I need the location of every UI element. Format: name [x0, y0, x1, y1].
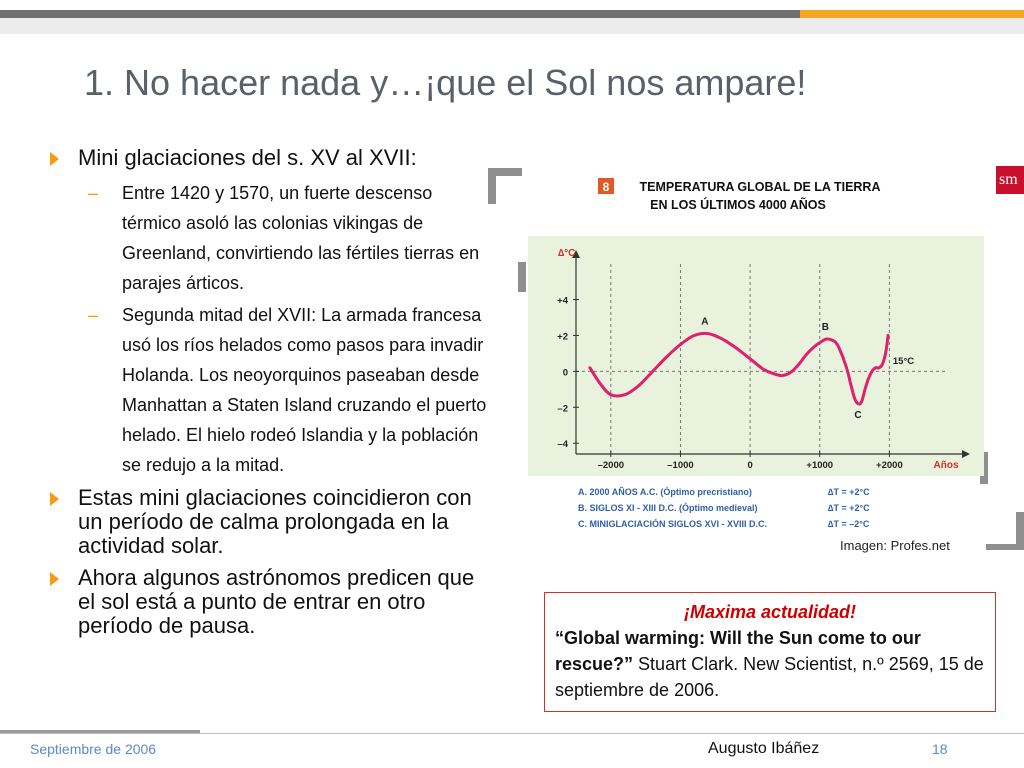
chart-title-line1: TEMPERATURA GLOBAL DE LA TIERRA — [640, 180, 881, 194]
sub-bullet-item: – Segunda mitad del XVII: La armada fran… — [48, 300, 496, 480]
legend-value: ∆T = –2°C — [828, 519, 870, 529]
bullet-item: Mini glaciaciones del s. XV al XVII: — [48, 146, 496, 170]
bullet-arrow-icon — [50, 492, 59, 506]
temperature-chart: 8 TEMPERATURA GLOBAL DE LA TIERRA EN LOS Ú… — [528, 170, 984, 538]
footer-date: Septiembre de 2006 — [30, 741, 157, 757]
frame-corner-top — [488, 168, 522, 176]
callout-box: ¡Maxima actualidad! “Global warming: Wil… — [544, 592, 996, 712]
top-bar-orange — [800, 10, 1024, 18]
dash-icon: – — [88, 183, 99, 203]
x-axis-arrow — [962, 450, 970, 458]
legend-label: C. MINIGLACIACIÓN SIGLOS XVI - XVIII D.C… — [578, 518, 767, 529]
x-tick-label: –2000 — [598, 460, 624, 471]
frame-corner-bottom — [986, 544, 1024, 550]
y-tick-label: +4 — [557, 296, 569, 307]
footer-accent-bar — [0, 730, 200, 734]
bullet-item: Estas mini glaciaciones coincidieron con… — [48, 486, 496, 558]
temperature-curve — [588, 331, 890, 406]
page-number: 18 — [932, 741, 948, 757]
bullet-text: Mini glaciaciones del s. XV al XVII: — [78, 145, 417, 170]
legend-label: B. SIGLOS XI - XIII D.C. (Óptimo medieva… — [578, 502, 758, 513]
sub-bullet-text: Segunda mitad del XVII: La armada france… — [122, 305, 487, 475]
y-tick-label: 0 — [563, 367, 568, 378]
y-axis-label: ∆°C — [558, 248, 575, 259]
publisher-logo: sm — [996, 166, 1024, 194]
curve-annotation: A — [701, 317, 708, 328]
callout-source: Stuart Clark. New Scientist, n.º 2569, 1… — [555, 654, 984, 700]
frame-corner-left — [518, 262, 526, 292]
top-bar-light — [0, 18, 1024, 34]
footer-divider — [0, 733, 1024, 734]
callout-body: “Global warming: Will the Sun come to ou… — [555, 625, 985, 703]
bullet-arrow-icon — [50, 572, 59, 586]
x-tick-label: +2000 — [876, 460, 903, 471]
reference-label: 15°C — [893, 356, 914, 367]
y-tick-label: –4 — [557, 439, 568, 450]
chart-badge — [598, 178, 614, 194]
y-axis-arrow — [572, 250, 580, 258]
callout-quote-title: “Global warming: Will the Sun come to ou… — [555, 628, 921, 674]
sub-bullet-item: – Entre 1420 y 1570, un fuerte descenso … — [48, 178, 496, 298]
x-tick-label: 0 — [747, 460, 752, 471]
sub-bullet-text: Entre 1420 y 1570, un fuerte descenso té… — [122, 183, 480, 293]
bullet-text: Estas mini glaciaciones coincidieron con… — [78, 485, 472, 558]
x-tick-label: –1000 — [667, 460, 693, 471]
chart-title-line2: EN LOS ÚLTIMOS 4000 AÑOS — [650, 197, 826, 212]
frame-corner-top-side — [488, 168, 496, 204]
image-credit: Imagen: Profes.net — [840, 538, 950, 553]
legend-value: ∆T = +2°C — [828, 487, 870, 497]
y-tick-label: +2 — [557, 331, 568, 342]
legend-value: ∆T = +2°C — [828, 503, 870, 513]
legend-label: A. 2000 AÑOS A.C. (Óptimo precristiano) — [578, 486, 752, 497]
bullet-text: Ahora algunos astrónomos predicen que el… — [78, 565, 475, 638]
curve-annotation: B — [822, 322, 829, 333]
chart-badge-number: 8 — [603, 180, 610, 194]
plot-background — [528, 236, 984, 476]
x-tick-label: +1000 — [806, 460, 833, 471]
bullet-list: Mini glaciaciones del s. XV al XVII: – E… — [48, 146, 496, 646]
chart-svg: 8 TEMPERATURA GLOBAL DE LA TIERRA EN LOS Ú… — [528, 178, 984, 529]
callout-headline: ¡Maxima actualidad! — [683, 602, 857, 622]
frame-corner-right — [980, 452, 988, 484]
y-tick-label: –2 — [557, 403, 568, 414]
frame-corner-bottom-side — [1016, 512, 1024, 550]
top-bar-gray — [0, 10, 800, 18]
footer-author: Augusto Ibáñez — [708, 740, 820, 757]
bullet-arrow-icon — [50, 152, 59, 166]
curve-annotation: C — [854, 410, 861, 421]
x-axis-label: Años — [934, 460, 959, 471]
bullet-item: Ahora algunos astrónomos predicen que el… — [48, 566, 496, 638]
slide-title: 1. No hacer nada y…¡que el Sol nos ampar… — [84, 62, 807, 103]
dash-icon: – — [88, 305, 99, 325]
